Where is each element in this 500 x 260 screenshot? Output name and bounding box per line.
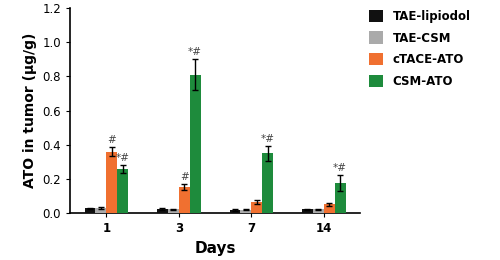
Bar (96, 208, 106, 213)
Bar (262, 153, 273, 213)
Bar (190, 75, 200, 213)
Bar (313, 210, 324, 213)
Y-axis label: ATO in tumor (μg/g): ATO in tumor (μg/g) (22, 33, 36, 188)
Legend: TAE-lipiodol, TAE-CSM, cTACE-ATO, CSM-ATO: TAE-lipiodol, TAE-CSM, cTACE-ATO, CSM-AT… (369, 10, 470, 88)
Bar (117, 169, 128, 213)
Text: *#: *# (188, 47, 202, 57)
Bar (334, 183, 345, 213)
Bar (230, 210, 240, 213)
Bar (302, 210, 313, 213)
Bar (157, 209, 168, 213)
Bar (106, 152, 117, 213)
Text: *#: *# (333, 163, 347, 173)
Text: *#: *# (116, 153, 130, 163)
Bar (179, 187, 190, 213)
Bar (84, 209, 96, 213)
Text: *#: *# (260, 134, 274, 144)
X-axis label: Days: Days (194, 241, 236, 256)
Bar (324, 204, 334, 213)
Bar (240, 210, 252, 213)
Text: #: # (180, 172, 188, 181)
Bar (252, 202, 262, 213)
Text: #: # (108, 135, 116, 145)
Bar (168, 210, 179, 213)
